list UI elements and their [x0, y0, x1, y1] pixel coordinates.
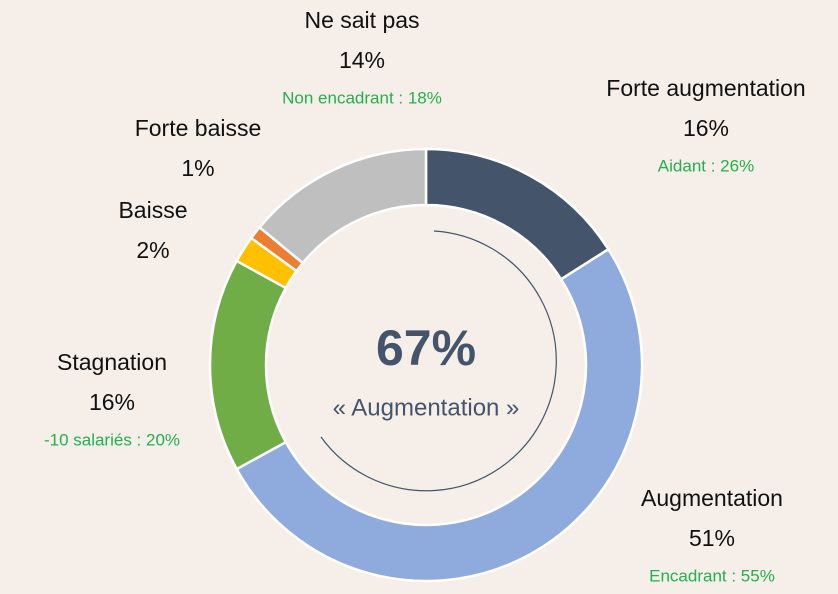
- note: Encadrant : 55%: [649, 566, 775, 585]
- slice: [235, 247, 644, 583]
- category-label: Baisse: [118, 197, 187, 223]
- note: -10 salariés : 20%: [44, 430, 180, 449]
- category-label: Ne sait pas: [304, 7, 419, 33]
- donut: [208, 147, 644, 583]
- category-label: Forte augmentation: [606, 75, 805, 101]
- note: Non encadrant : 18%: [282, 88, 442, 107]
- category-label: Stagnation: [57, 349, 167, 375]
- value-label: 1%: [181, 155, 214, 181]
- slice: [257, 147, 428, 265]
- value-label: 2%: [136, 237, 169, 263]
- center-value: 67%: [376, 320, 476, 376]
- value-label: 16%: [683, 115, 729, 141]
- note: Aidant : 26%: [658, 156, 754, 175]
- value-label: 14%: [339, 47, 385, 73]
- center-text: « Augmentation »: [333, 394, 520, 421]
- category-label: Augmentation: [641, 485, 783, 511]
- category-label: Forte baisse: [135, 115, 262, 141]
- value-label: 16%: [89, 389, 135, 415]
- value-label: 51%: [689, 525, 735, 551]
- augmentation-arc: [320, 230, 557, 492]
